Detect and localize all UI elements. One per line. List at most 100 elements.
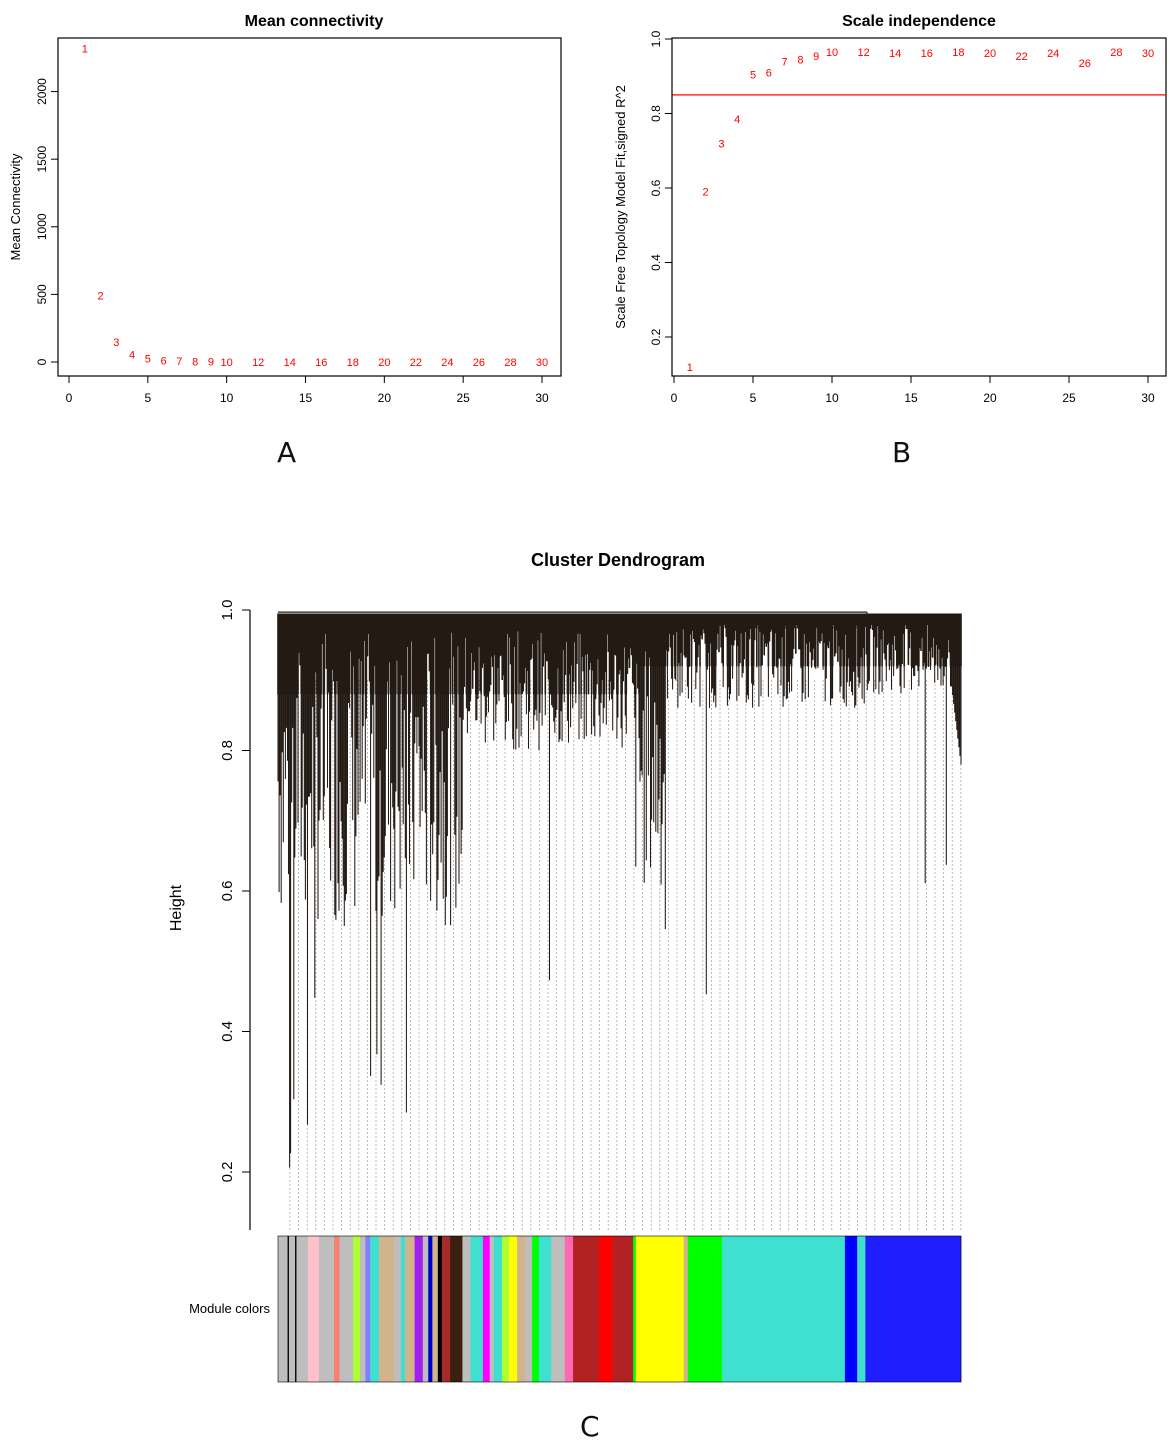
chart-c-module-color-segment	[432, 1236, 439, 1382]
chart-a-point-label: 16	[315, 357, 327, 369]
chart-b-title: Scale independence	[842, 13, 996, 30]
chart-c-module-color-segment	[493, 1236, 503, 1382]
chart-b-y-tick-label: 0.8	[649, 105, 663, 122]
chart-c-module-color-segment	[635, 1236, 685, 1382]
chart-c-module-color-segment	[633, 1236, 637, 1382]
chart-c-y-tick-label: 0.4	[219, 1021, 236, 1042]
chart-c-module-color-segment	[599, 1236, 613, 1382]
chart-a-y-axis: 0 500 1000 1500 2000	[35, 78, 59, 365]
chart-c-module-color-segment	[508, 1236, 518, 1382]
chart-a-point-label: 3	[113, 337, 119, 349]
chart-c-module-color-segment	[379, 1236, 395, 1382]
chart-c-module-color-segment	[365, 1236, 371, 1382]
chart-b-y-tick-label: 0.4	[649, 254, 663, 271]
chart-b-point-label: 22	[1015, 51, 1027, 63]
chart-b-point-label: 12	[857, 47, 869, 59]
panel-letter-a: A	[277, 436, 297, 469]
chart-c-y-axis: 0.2 0.4 0.6 0.8 1.0	[219, 600, 251, 1230]
chart-c-module-color-segment	[532, 1236, 540, 1382]
chart-c-module-color-segment	[517, 1236, 526, 1382]
chart-a-y-axis-label: Mean Connectivity	[8, 153, 23, 260]
chart-a-x-tick-label: 10	[220, 391, 234, 405]
mean-connectivity-chart: Mean connectivity Mean Connectivity 0 5 10…	[8, 13, 562, 405]
chart-a-x-tick-label: 30	[535, 391, 549, 405]
cluster-dendrogram-chart: Cluster Dendrogram Height 0.2 0.4 0.6 0.8 1.…	[168, 550, 962, 1383]
chart-a-point-label: 14	[284, 357, 296, 369]
chart-b-y-axis: 0.2 0.4 0.6 0.8 1.0	[649, 30, 673, 345]
chart-c-module-color-segment	[339, 1236, 354, 1382]
chart-b-point-label: 2	[703, 187, 709, 199]
chart-c-module-colors-label: Module colors	[189, 1301, 270, 1316]
chart-b-point-label: 9	[813, 51, 819, 63]
chart-c-module-color-segment	[334, 1236, 340, 1382]
panel-letter-c: C	[580, 1410, 600, 1443]
chart-c-module-color-segment	[318, 1236, 335, 1382]
chart-c-module-color-segment	[844, 1236, 858, 1382]
chart-a-point-label: 2	[97, 291, 103, 303]
chart-c-module-color-segment	[414, 1236, 424, 1382]
chart-c-y-tick-label: 0.8	[219, 740, 236, 761]
chart-b-plot-frame	[671, 37, 1167, 377]
chart-c-module-color-segment	[428, 1236, 433, 1382]
chart-c-y-tick-label: 0.2	[219, 1162, 236, 1183]
chart-c-module-color-segment	[437, 1236, 443, 1382]
chart-b-y-tick-label: 0.2	[649, 328, 663, 345]
chart-b-y-tick-label: 1.0	[649, 30, 663, 47]
chart-b-point-label: 16	[921, 48, 933, 60]
chart-a-point-label: 10	[221, 357, 233, 369]
chart-c-module-color-segment	[353, 1236, 361, 1382]
chart-c-module-color-segment	[278, 1236, 288, 1382]
chart-b-point-label: 24	[1047, 48, 1059, 60]
chart-a-x-tick-label: 0	[66, 391, 73, 405]
chart-a-title: Mean connectivity	[245, 13, 384, 30]
chart-b-y-tick-label: 0.6	[649, 179, 663, 196]
chart-b-point-label: 5	[750, 69, 756, 81]
chart-b-x-axis: 0 5 10 15 20 25 30	[671, 375, 1155, 405]
chart-c-module-color-segment	[502, 1236, 510, 1382]
chart-a-point-label: 7	[176, 356, 182, 368]
chart-c-module-color-segment	[462, 1236, 471, 1382]
chart-c-module-color-segment	[551, 1236, 566, 1382]
chart-c-y-tick-label: 1.0	[219, 600, 236, 621]
chart-c-module-color-segment	[450, 1236, 463, 1382]
chart-c-module-color-segment	[721, 1236, 846, 1382]
chart-c-module-color-frame	[277, 1235, 962, 1383]
chart-b-x-tick-label: 30	[1141, 391, 1155, 405]
chart-a-point-label: 24	[441, 357, 453, 369]
chart-a-y-tick-label: 2000	[35, 78, 49, 105]
chart-c-module-color-segment	[470, 1236, 484, 1382]
chart-b-x-tick-label: 10	[825, 391, 839, 405]
chart-a-point-label: 6	[161, 355, 167, 367]
chart-a-plot-frame	[57, 37, 562, 377]
chart-b-point-label: 4	[734, 114, 740, 126]
chart-c-module-color-segment	[612, 1236, 634, 1382]
chart-a-point-label: 12	[252, 357, 264, 369]
chart-c-y-tick-label: 0.6	[219, 881, 236, 902]
chart-a-x-tick-label: 20	[378, 391, 392, 405]
chart-c-module-color-segment	[296, 1236, 309, 1382]
chart-c-y-axis-label: Height	[168, 884, 185, 931]
chart-a-point-label: 4	[129, 350, 135, 362]
chart-b-x-tick-label: 15	[904, 391, 918, 405]
chart-b-x-tick-label: 5	[750, 391, 757, 405]
chart-a-x-tick-label: 15	[299, 391, 313, 405]
chart-c-module-color-segment	[405, 1236, 415, 1382]
chart-c-module-color-segment	[287, 1236, 290, 1382]
chart-b-point-label: 6	[766, 68, 772, 80]
chart-c-module-color-segment	[422, 1236, 429, 1382]
chart-c-module-color-segment	[564, 1236, 574, 1382]
chart-a-y-tick-label: 500	[35, 284, 49, 304]
chart-b-point-label: 20	[984, 48, 996, 60]
chart-c-module-color-segment	[525, 1236, 533, 1382]
chart-c-module-color-segment	[394, 1236, 402, 1382]
chart-a-point-label: 22	[410, 357, 422, 369]
chart-c-module-color-segment	[865, 1236, 962, 1382]
panel-letter-b: B	[892, 436, 912, 469]
scale-independence-chart: Scale independence Scale Free Topology M…	[613, 13, 1167, 405]
chart-a-y-tick-label: 1500	[35, 146, 49, 173]
chart-c-module-color-segment	[857, 1236, 866, 1382]
chart-b-y-axis-label: Scale Free Topology Model Fit,signed R^2	[613, 85, 628, 329]
chart-b-point-label: 30	[1142, 48, 1154, 60]
